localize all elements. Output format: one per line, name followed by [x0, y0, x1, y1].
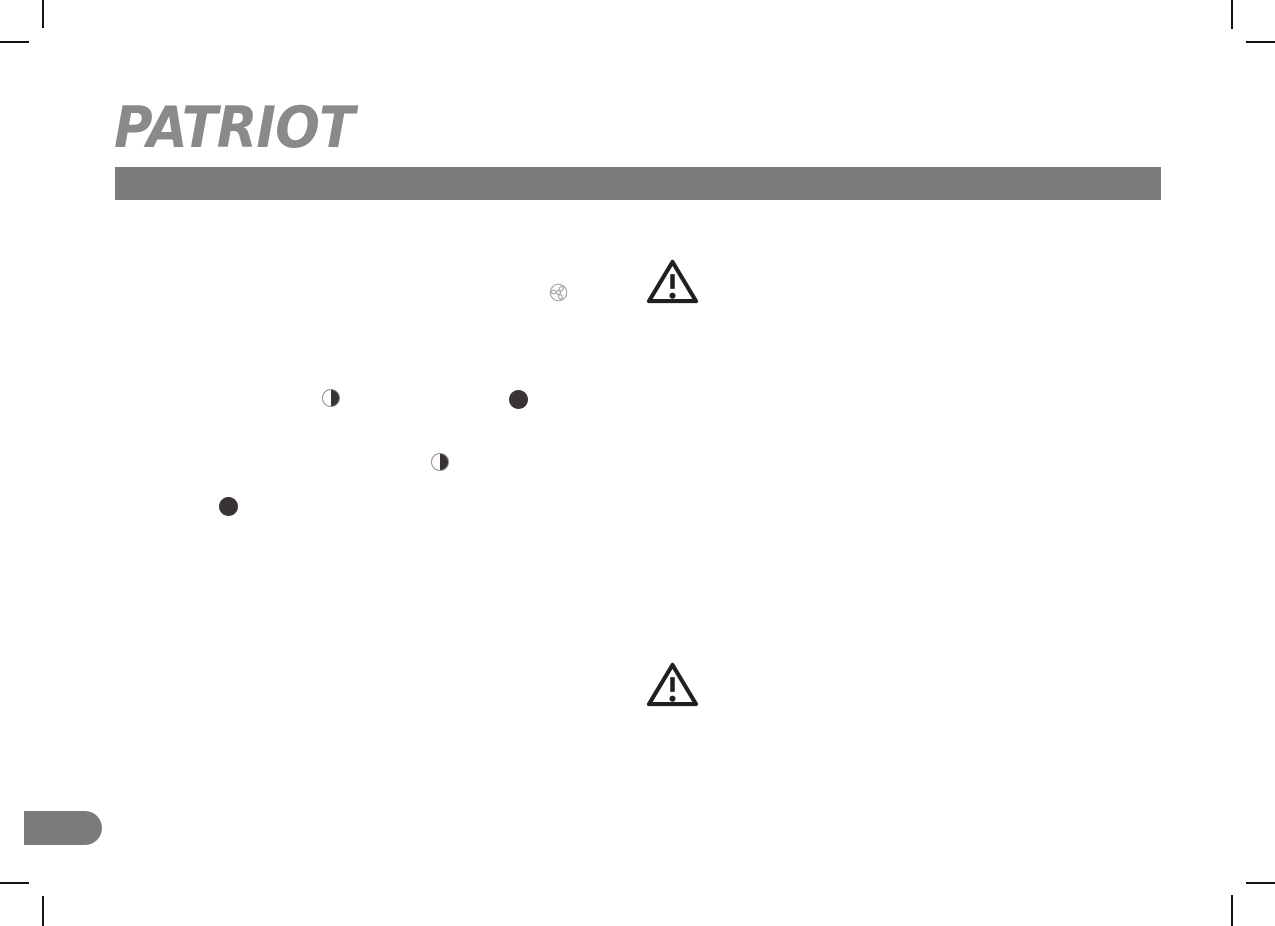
crop-mark-top-left-horizontal: [0, 41, 29, 43]
crop-mark-top-right-horizontal: [1246, 41, 1275, 43]
page-number-tab: [24, 811, 102, 845]
crop-mark-bottom-right-horizontal: [1246, 882, 1275, 884]
section-title-bar: [115, 167, 1161, 200]
filled-circle-icon: [219, 497, 238, 516]
crop-mark-bottom-right-vertical: [1231, 895, 1233, 926]
filled-circle-icon: [509, 390, 528, 409]
brand-logo: PATRIOT: [114, 96, 360, 156]
crop-mark-bottom-left-horizontal: [0, 882, 29, 884]
half-filled-circle-icon: [322, 389, 340, 407]
crop-mark-bottom-left-vertical: [42, 896, 44, 926]
fan-icon: [549, 283, 568, 302]
warning-triangle-icon: [646, 662, 699, 707]
warning-triangle-icon: [646, 259, 699, 304]
crop-mark-top-left-vertical: [42, 0, 44, 28]
half-filled-circle-icon: [431, 453, 449, 471]
crop-mark-top-right-vertical: [1231, 0, 1233, 29]
brand-logo-text: PATRIOT: [114, 96, 359, 156]
